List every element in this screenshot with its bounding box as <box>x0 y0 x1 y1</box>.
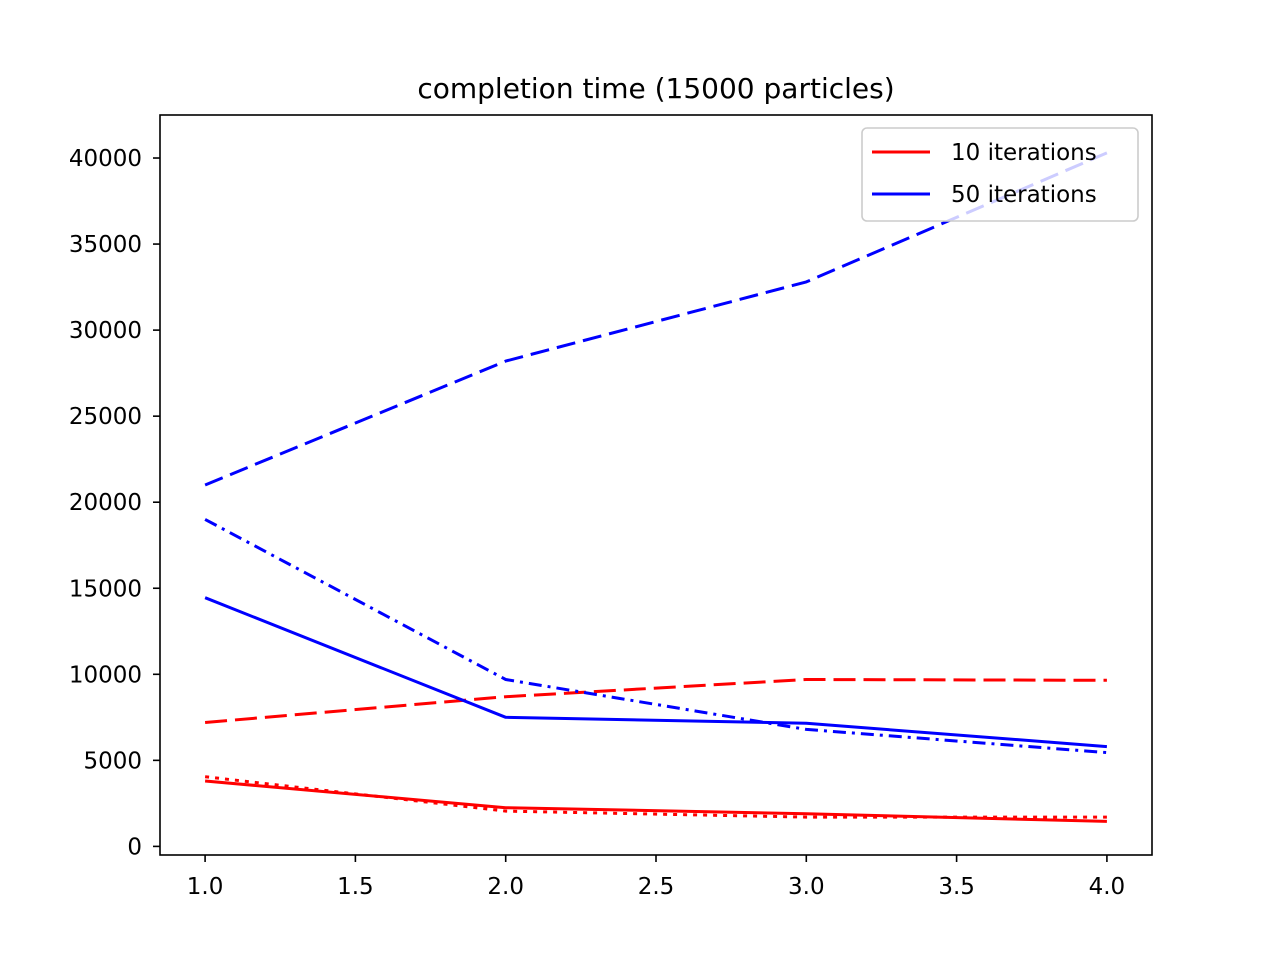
series-line-3 <box>204 775 1107 819</box>
legend: 10 iterations 50 iterations <box>861 127 1139 222</box>
y-tick-label: 5000 <box>83 748 142 774</box>
x-tick-label: 1.0 <box>187 874 224 900</box>
legend-box <box>861 127 1139 222</box>
x-tick-label: 3.5 <box>938 874 975 900</box>
y-tick-label: 25000 <box>69 404 142 430</box>
legend-label: 50 iterations <box>951 182 1097 208</box>
legend-label: 10 iterations <box>951 140 1097 166</box>
series-line-6 <box>204 518 1108 755</box>
series-layer <box>204 151 1108 823</box>
y-tick-label: 35000 <box>69 232 142 258</box>
y-tick-label: 15000 <box>69 576 142 602</box>
series-line-2 <box>204 678 1107 724</box>
x-tick-label: 2.5 <box>638 874 675 900</box>
x-tick-label: 4.0 <box>1089 874 1126 900</box>
y-tick-label: 10000 <box>69 662 142 688</box>
y-tick-label: 30000 <box>69 318 142 344</box>
y-tick-label: 20000 <box>69 490 142 516</box>
series-line-4 <box>204 596 1108 749</box>
x-tick-label: 1.5 <box>337 874 374 900</box>
x-tick-label: 2.0 <box>487 874 524 900</box>
y-tick-label: 40000 <box>69 146 142 172</box>
y-tick-label: 0 <box>127 834 142 860</box>
x-tick-label: 3.0 <box>788 874 825 900</box>
chart-title: completion time (15000 particles) <box>417 72 894 105</box>
axes-layer: 1.0 1.5 2.0 2.5 3.0 3.5 4.0 0 5000 10000 15000 2000… <box>69 114 1153 900</box>
